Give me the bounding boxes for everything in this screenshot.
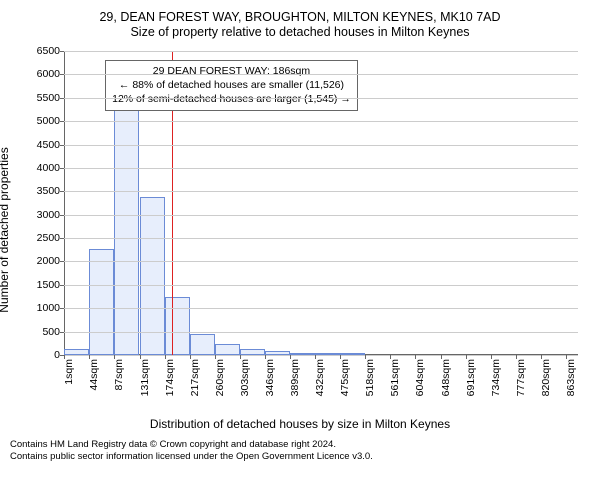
x-tick-label: 44sqm bbox=[86, 359, 100, 391]
x-tick-label: 389sqm bbox=[287, 359, 301, 396]
x-tick-label: 561sqm bbox=[387, 359, 401, 396]
x-tick-label: 303sqm bbox=[237, 359, 251, 396]
y-tick-label: 3500 bbox=[37, 185, 60, 197]
footer-line-2: Contains public sector information licen… bbox=[10, 451, 590, 463]
y-tick-label: 6500 bbox=[37, 45, 60, 57]
y-tick-mark bbox=[60, 215, 64, 216]
y-axis-label: Number of detached properties bbox=[0, 147, 11, 312]
annotation-box: 29 DEAN FOREST WAY: 186sqm ← 88% of deta… bbox=[105, 60, 358, 111]
plot-area: 29 DEAN FOREST WAY: 186sqm ← 88% of deta… bbox=[64, 51, 578, 355]
title-line-2: Size of property relative to detached ho… bbox=[10, 25, 590, 39]
x-tick-label: 131sqm bbox=[137, 359, 151, 396]
gridline-h bbox=[64, 51, 578, 52]
x-tick-label: 87sqm bbox=[111, 359, 125, 391]
y-tick-label: 2500 bbox=[37, 232, 60, 244]
gridline-h bbox=[64, 308, 578, 309]
y-tick-mark bbox=[60, 74, 64, 75]
y-tick-label: 4500 bbox=[37, 139, 60, 151]
histogram-bar bbox=[215, 344, 240, 355]
chart-title-block: 29, DEAN FOREST WAY, BROUGHTON, MILTON K… bbox=[10, 10, 590, 39]
y-tick-label: 5500 bbox=[37, 92, 60, 104]
gridline-h bbox=[64, 121, 578, 122]
histogram-bar bbox=[114, 98, 139, 355]
gridline-h bbox=[64, 285, 578, 286]
x-tick-label: 260sqm bbox=[212, 359, 226, 396]
y-tick-label: 500 bbox=[42, 326, 60, 338]
x-tick-label: 174sqm bbox=[162, 359, 176, 396]
gridline-h bbox=[64, 145, 578, 146]
annotation-line-2: ← 88% of detached houses are smaller (11… bbox=[112, 78, 351, 92]
y-tick-mark bbox=[60, 98, 64, 99]
gridline-h bbox=[64, 191, 578, 192]
x-tick-label: 777sqm bbox=[513, 359, 527, 396]
y-tick-mark bbox=[60, 308, 64, 309]
y-tick-mark bbox=[60, 261, 64, 262]
y-tick-label: 0 bbox=[54, 349, 60, 361]
y-tick-label: 2000 bbox=[37, 255, 60, 267]
x-tick-label: 217sqm bbox=[187, 359, 201, 396]
y-tick-mark bbox=[60, 191, 64, 192]
gridline-h bbox=[64, 332, 578, 333]
x-tick-label: 734sqm bbox=[488, 359, 502, 396]
x-tick-label: 475sqm bbox=[337, 359, 351, 396]
x-tick-label: 820sqm bbox=[538, 359, 552, 396]
y-tick-label: 3000 bbox=[37, 209, 60, 221]
x-axis-label: Distribution of detached houses by size … bbox=[10, 417, 590, 431]
y-tick-mark bbox=[60, 285, 64, 286]
x-tick-label: 432sqm bbox=[312, 359, 326, 396]
x-tick-label: 691sqm bbox=[463, 359, 477, 396]
y-tick-mark bbox=[60, 145, 64, 146]
gridline-h bbox=[64, 238, 578, 239]
x-tick-label: 648sqm bbox=[438, 359, 452, 396]
gridline-h bbox=[64, 98, 578, 99]
x-tick-label: 604sqm bbox=[412, 359, 426, 396]
y-tick-mark bbox=[60, 168, 64, 169]
y-tick-label: 4000 bbox=[37, 162, 60, 174]
annotation-line-1: 29 DEAN FOREST WAY: 186sqm bbox=[112, 64, 351, 78]
x-tick-label: 518sqm bbox=[362, 359, 376, 396]
gridline-h bbox=[64, 261, 578, 262]
y-tick-mark bbox=[60, 51, 64, 52]
title-line-1: 29, DEAN FOREST WAY, BROUGHTON, MILTON K… bbox=[10, 10, 590, 24]
annotation-line-3: 12% of semi-detached houses are larger (… bbox=[112, 92, 351, 106]
histogram-bar bbox=[165, 297, 190, 355]
y-tick-mark bbox=[60, 238, 64, 239]
gridline-h bbox=[64, 168, 578, 169]
footer-line-1: Contains HM Land Registry data © Crown c… bbox=[10, 439, 590, 451]
gridline-h bbox=[64, 215, 578, 216]
y-tick-mark bbox=[60, 332, 64, 333]
gridline-h bbox=[64, 355, 578, 356]
y-tick-label: 5000 bbox=[37, 115, 60, 127]
y-tick-mark bbox=[60, 121, 64, 122]
y-tick-label: 1000 bbox=[37, 302, 60, 314]
x-tick-label: 1sqm bbox=[61, 359, 75, 385]
y-tick-label: 1500 bbox=[37, 279, 60, 291]
x-tick-label: 346sqm bbox=[262, 359, 276, 396]
x-tick-label: 863sqm bbox=[563, 359, 577, 396]
chart-container: Number of detached properties 29 DEAN FO… bbox=[10, 45, 590, 415]
histogram-bar bbox=[190, 334, 215, 356]
histogram-bar bbox=[89, 249, 114, 355]
y-tick-label: 6000 bbox=[37, 68, 60, 80]
gridline-h bbox=[64, 74, 578, 75]
footer-attribution: Contains HM Land Registry data © Crown c… bbox=[10, 439, 590, 464]
